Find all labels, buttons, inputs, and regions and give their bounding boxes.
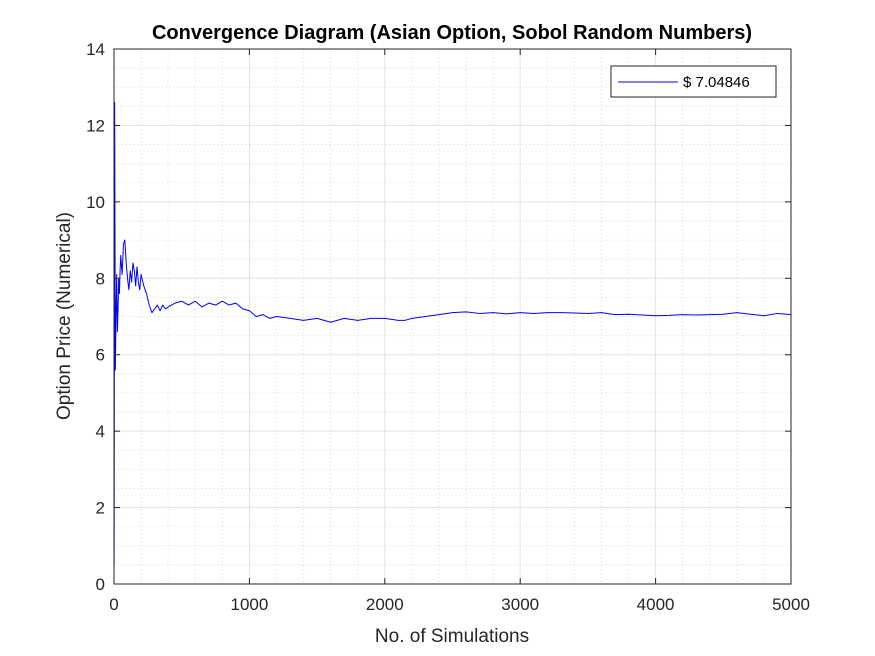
x-tick-label: 1000 (230, 595, 268, 614)
y-tick-label: 2 (96, 499, 105, 518)
y-axis-label: Option Price (Numerical) (54, 212, 75, 420)
series-line-0 (113, 102, 792, 565)
series-layer (113, 102, 792, 565)
y-tick-label: 12 (86, 116, 105, 135)
legend: $ 7.04846 (610, 65, 777, 98)
legend-label: $ 7.04846 (683, 74, 750, 91)
x-tick-label: 5000 (772, 595, 810, 614)
x-tick-label: 0 (109, 595, 118, 614)
y-tick-label: 4 (96, 422, 105, 441)
y-tick-label: 14 (86, 40, 105, 59)
axes-box (113, 48, 792, 585)
y-tick-label: 8 (96, 269, 105, 288)
y-tick-label: 6 (96, 346, 105, 365)
plot-area (114, 49, 791, 584)
x-tick-label: 2000 (366, 595, 404, 614)
y-tick-label: 10 (86, 193, 105, 212)
y-tick-label: 0 (96, 575, 105, 594)
x-tick-label: 4000 (637, 595, 675, 614)
y-tick-labels: 0 2 4 6 8 10 12 14 (86, 40, 105, 594)
x-tick-labels: 0 1000 2000 3000 4000 5000 (109, 595, 810, 614)
x-axis-label: No. of Simulations (375, 626, 529, 647)
minor-grid (114, 49, 791, 584)
x-tick-label: 3000 (501, 595, 539, 614)
ticks (113, 48, 792, 585)
chart-title: Convergence Diagram (Asian Option, Sobol… (152, 22, 752, 44)
